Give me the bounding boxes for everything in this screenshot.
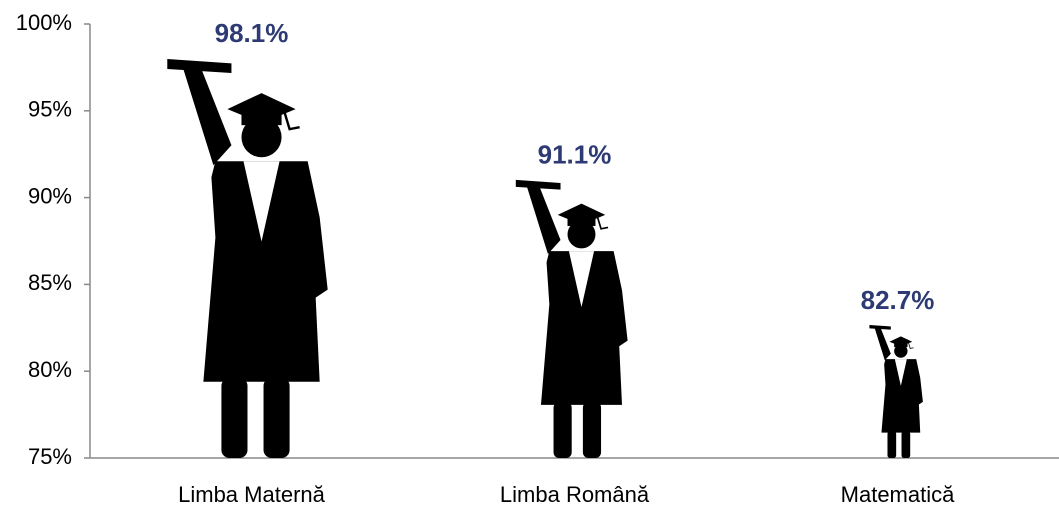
y-tick-label: 95% xyxy=(28,97,72,122)
leg xyxy=(221,377,248,458)
value-label: 82.7% xyxy=(861,285,935,315)
leg xyxy=(553,402,572,458)
y-tick-label: 80% xyxy=(28,357,72,382)
cap-base xyxy=(241,109,282,126)
graduate-figure xyxy=(869,324,923,458)
y-tick-label: 75% xyxy=(28,444,72,469)
raised-arm xyxy=(183,69,232,166)
value-label: 98.1% xyxy=(215,18,289,48)
tassel xyxy=(907,341,914,349)
head xyxy=(567,220,596,249)
raised-arm xyxy=(874,328,891,361)
x-tick-label: Limba Maternă xyxy=(178,482,326,507)
gown xyxy=(881,359,923,433)
cap-base xyxy=(894,341,908,348)
x-tick-label: Matematică xyxy=(841,482,955,507)
leg xyxy=(887,431,897,458)
leg xyxy=(901,431,911,458)
tassel xyxy=(596,214,609,230)
diploma xyxy=(167,58,232,74)
graduate-figure xyxy=(515,179,628,458)
y-tick-label: 85% xyxy=(28,270,72,295)
y-tick-label: 90% xyxy=(28,183,72,208)
raised-arm xyxy=(526,186,561,254)
value-label: 91.1% xyxy=(538,139,612,169)
gown xyxy=(540,251,628,405)
diploma xyxy=(869,324,891,330)
leg xyxy=(582,402,602,458)
x-tick-label: Limba Română xyxy=(500,482,650,507)
gown xyxy=(203,161,328,382)
graduate-figure xyxy=(167,58,328,458)
collar xyxy=(568,251,595,308)
head xyxy=(241,117,282,158)
diploma xyxy=(515,179,561,190)
cap-base xyxy=(567,214,596,227)
leg xyxy=(263,377,290,458)
collar xyxy=(894,359,907,386)
tassel xyxy=(282,108,300,131)
y-tick-label: 100% xyxy=(16,10,72,35)
collar xyxy=(243,161,280,242)
head xyxy=(894,344,908,358)
